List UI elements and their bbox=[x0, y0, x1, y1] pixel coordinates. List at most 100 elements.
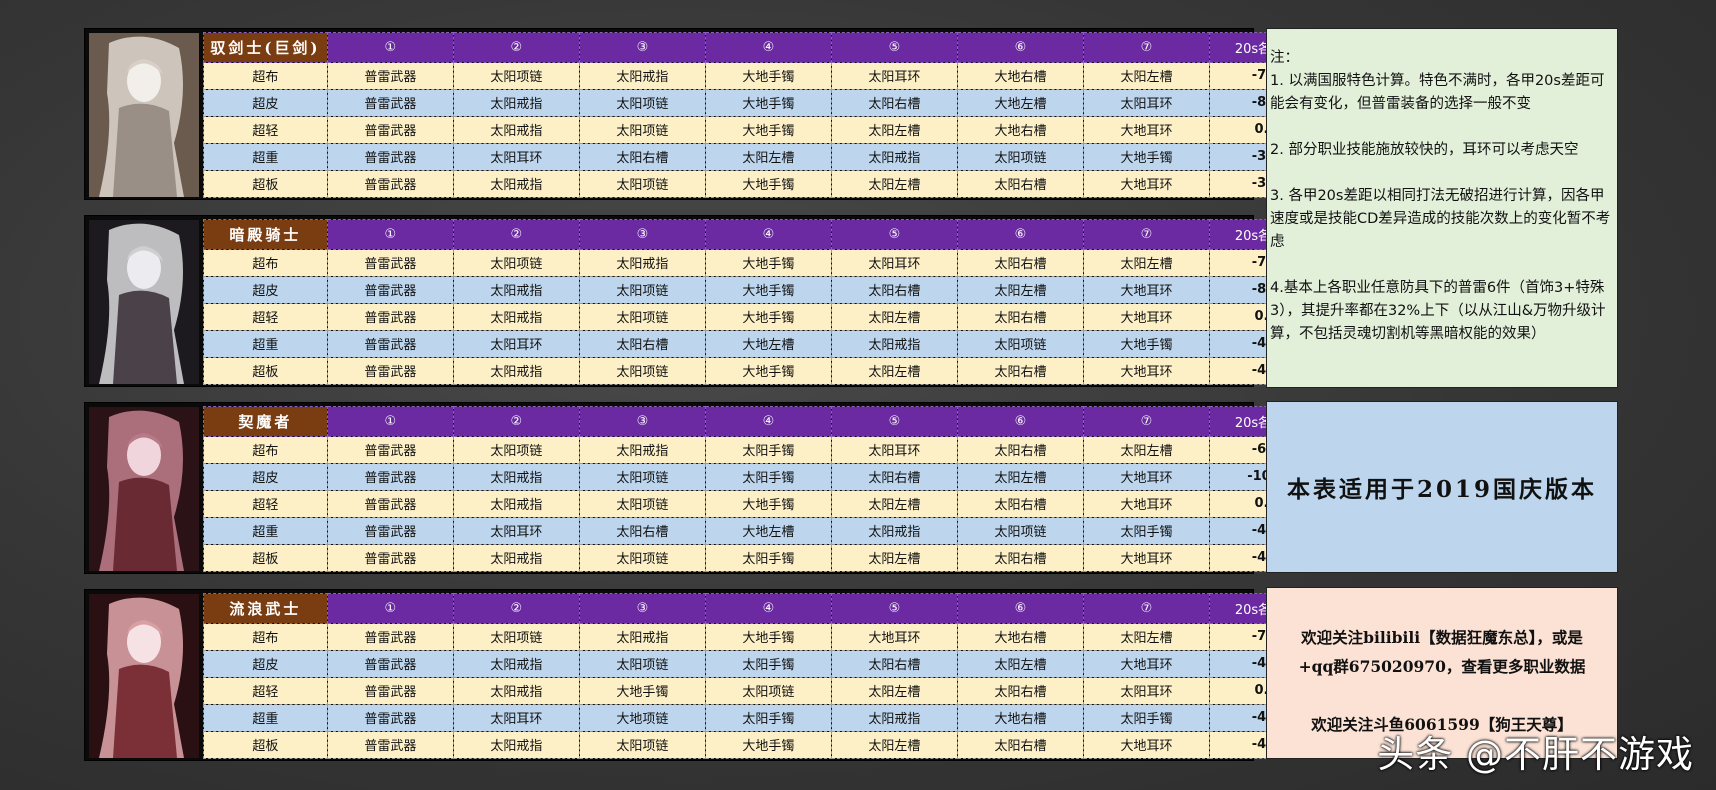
gear-cell: 普雷武器 bbox=[326, 329, 454, 358]
gear-cell: 大地左槽 bbox=[956, 88, 1084, 117]
gear-cell: 太阳耳环 bbox=[452, 703, 580, 732]
armor-type: 超板 bbox=[203, 543, 328, 573]
watermark-text: 头条 @不肝不游戏 bbox=[1377, 733, 1694, 776]
armor-type: 超布 bbox=[203, 248, 328, 277]
gear-cell: 大地手镯 bbox=[704, 356, 832, 386]
armor-type: 超皮 bbox=[203, 649, 328, 678]
gear-cell: 普雷武器 bbox=[326, 516, 454, 545]
gear-cell: 普雷武器 bbox=[326, 489, 454, 518]
gear-cell: 太阳左槽 bbox=[830, 489, 958, 518]
armor-type: 超布 bbox=[203, 435, 328, 464]
gear-cell: 太阳耳环 bbox=[830, 248, 958, 277]
gear-cell: 太阳右槽 bbox=[830, 275, 958, 304]
gear-cell: 太阳戒指 bbox=[578, 435, 706, 464]
header-slot-7: ⑦ bbox=[1082, 406, 1210, 437]
gear-cell: 太阳项链 bbox=[578, 462, 706, 491]
gear-cell: 普雷武器 bbox=[326, 115, 454, 144]
gear-cell: 太阳戒指 bbox=[578, 61, 706, 90]
header-slot-4: ④ bbox=[704, 406, 832, 437]
gear-cell: 大地手镯 bbox=[704, 275, 832, 304]
gear-cell: 太阳耳环 bbox=[830, 61, 958, 90]
gear-cell: 大地耳环 bbox=[1082, 275, 1210, 304]
gear-cell: 太阳戒指 bbox=[830, 516, 958, 545]
gear-cell: 太阳左槽 bbox=[1082, 61, 1210, 90]
gear-cell: 太阳右槽 bbox=[578, 516, 706, 545]
gear-cell: 大地左槽 bbox=[704, 516, 832, 545]
armor-type: 超布 bbox=[203, 622, 328, 651]
gear-cell: 普雷武器 bbox=[326, 275, 454, 304]
gear-table: 驭剑士(巨剑)①②③④⑤⑥⑦20s各甲差距超布普雷武器太阳项链太阳戒指大地手镯太… bbox=[203, 32, 1337, 199]
armor-type: 超重 bbox=[203, 142, 328, 171]
follow-douyu: 欢迎关注斗鱼6061599【狗王天尊】 bbox=[1311, 715, 1573, 734]
class-block: 流浪武士①②③④⑤⑥⑦20s各甲差距超布普雷武器太阳项链太阳戒指大地手镯大地耳环… bbox=[84, 589, 1337, 761]
note-item-1: 1. 以满国服特色计算。特色不满时，各甲20s差距可能会有变化，但普雷装备的选择… bbox=[1270, 73, 1605, 112]
gear-cell: 普雷武器 bbox=[326, 462, 454, 491]
follow-bilibili: 欢迎关注bilibili【数据狂魔东总】，或是 bbox=[1301, 628, 1583, 647]
character-portrait bbox=[89, 407, 199, 571]
header-slot-5: ⑤ bbox=[830, 593, 958, 624]
armor-type: 超皮 bbox=[203, 88, 328, 117]
gear-cell: 太阳项链 bbox=[578, 115, 706, 144]
gear-cell: 普雷武器 bbox=[326, 142, 454, 171]
header-slot-3: ③ bbox=[578, 32, 706, 63]
gear-cell: 太阳戒指 bbox=[452, 115, 580, 144]
gear-cell: 太阳戒指 bbox=[452, 169, 580, 199]
gear-cell: 普雷武器 bbox=[326, 543, 454, 573]
header-slot-5: ⑤ bbox=[830, 32, 958, 63]
gear-cell: 太阳耳环 bbox=[452, 142, 580, 171]
gear-cell: 太阳戒指 bbox=[452, 302, 580, 331]
gear-table: 流浪武士①②③④⑤⑥⑦20s各甲差距超布普雷武器太阳项链太阳戒指大地手镯大地耳环… bbox=[203, 593, 1337, 760]
header-slot-2: ② bbox=[452, 219, 580, 250]
armor-type: 超轻 bbox=[203, 676, 328, 705]
gear-cell: 大地右槽 bbox=[956, 115, 1084, 144]
gear-cell: 太阳耳环 bbox=[452, 329, 580, 358]
gear-cell: 太阳项链 bbox=[452, 61, 580, 90]
follow-panel: 欢迎关注bilibili【数据狂魔东总】，或是 +qq群675020970，查看… bbox=[1266, 587, 1618, 759]
character-portrait bbox=[89, 220, 199, 384]
class-block: 暗殿骑士①②③④⑤⑥⑦20s各甲差距超布普雷武器太阳项链太阳戒指大地手镯太阳耳环… bbox=[84, 215, 1337, 387]
table-row: 超轻普雷武器太阳戒指太阳项链大地手镯太阳左槽太阳右槽大地耳环0.0% bbox=[203, 302, 1337, 331]
gear-cell: 太阳耳环 bbox=[1082, 676, 1210, 705]
gear-cell: 太阳右槽 bbox=[956, 730, 1084, 760]
gear-cell: 太阳右槽 bbox=[956, 248, 1084, 277]
armor-type: 超布 bbox=[203, 61, 328, 90]
gear-cell: 太阳右槽 bbox=[956, 676, 1084, 705]
armor-type: 超轻 bbox=[203, 115, 328, 144]
header-slot-3: ③ bbox=[578, 406, 706, 437]
header-slot-4: ④ bbox=[704, 219, 832, 250]
gear-cell: 太阳戒指 bbox=[452, 275, 580, 304]
gear-cell: 太阳戒指 bbox=[578, 248, 706, 277]
class-block: 契魔者①②③④⑤⑥⑦20s各甲差距超布普雷武器太阳项链太阳戒指太阳手镯太阳耳环太… bbox=[84, 402, 1337, 574]
class-name: 契魔者 bbox=[203, 406, 328, 437]
gear-cell: 太阳右槽 bbox=[578, 329, 706, 358]
gear-cell: 大地耳环 bbox=[1082, 302, 1210, 331]
gear-cell: 大地右槽 bbox=[956, 622, 1084, 651]
header-slot-2: ② bbox=[452, 593, 580, 624]
header-slot-6: ⑥ bbox=[956, 32, 1084, 63]
gear-cell: 大地手镯 bbox=[704, 489, 832, 518]
gear-cell: 太阳右槽 bbox=[956, 435, 1084, 464]
gear-cell: 太阳右槽 bbox=[956, 169, 1084, 199]
header-slot-3: ③ bbox=[578, 593, 706, 624]
table-header-row: 驭剑士(巨剑)①②③④⑤⑥⑦20s各甲差距 bbox=[203, 32, 1337, 63]
gear-cell: 太阳项链 bbox=[578, 88, 706, 117]
gear-cell: 太阳手镯 bbox=[704, 649, 832, 678]
armor-type: 超板 bbox=[203, 730, 328, 760]
gear-cell: 大地手镯 bbox=[704, 248, 832, 277]
gear-cell: 普雷武器 bbox=[326, 435, 454, 464]
gear-cell: 太阳戒指 bbox=[452, 543, 580, 573]
table-row: 超轻普雷武器太阳戒指大地手镯太阳项链太阳左槽太阳右槽太阳耳环0.0% bbox=[203, 676, 1337, 705]
gear-cell: 太阳戒指 bbox=[452, 649, 580, 678]
gear-cell: 普雷武器 bbox=[326, 649, 454, 678]
armor-type: 超重 bbox=[203, 329, 328, 358]
gear-cell: 太阳戒指 bbox=[452, 489, 580, 518]
class-name: 暗殿骑士 bbox=[203, 219, 328, 250]
gear-cell: 太阳戒指 bbox=[452, 730, 580, 760]
